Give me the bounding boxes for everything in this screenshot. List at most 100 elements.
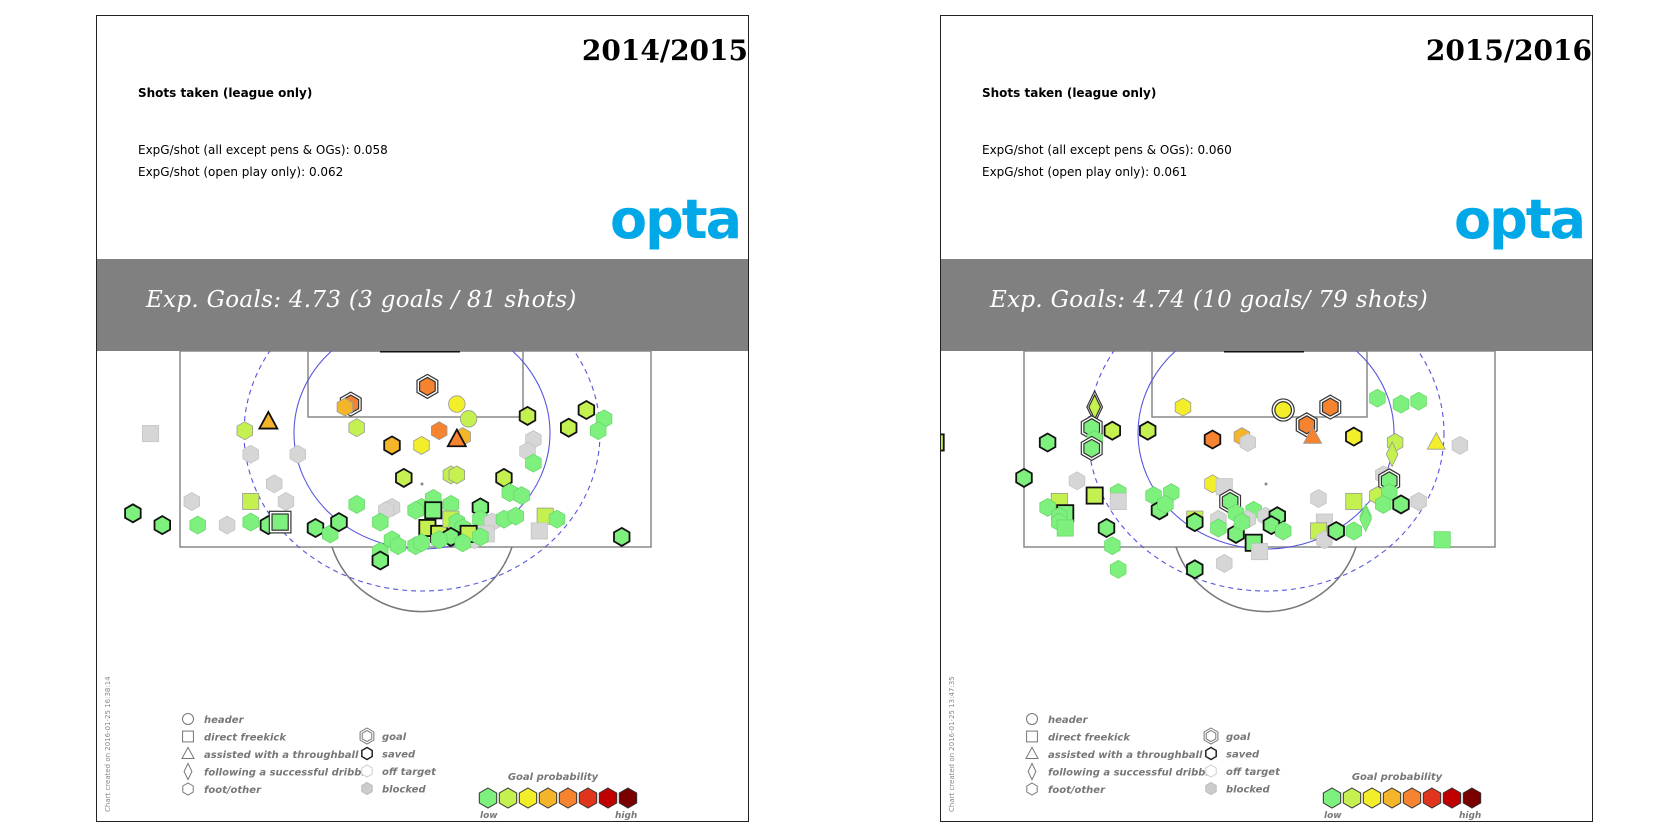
shot-point [1345,521,1363,541]
shot-marker [1109,559,1127,579]
shot-point [525,453,542,473]
shot-marker [941,433,945,452]
shot-point [1392,494,1410,515]
legend-outcome-label: off target [1226,767,1281,778]
scale-high-label: high [1459,811,1481,821]
shot-point [430,421,448,441]
expected-goals-banner: Exp. Goals: 4.74 (10 goals/ 79 shots) [941,259,1592,351]
shot-marker [383,435,401,456]
shot-point [1426,431,1446,450]
legend-outcome-marker [1205,746,1217,761]
shot-marker [1345,426,1363,447]
chart-created-note: Chart created on 2016-01-25 13:47:35 [948,676,956,812]
shot-point [1410,391,1427,411]
legend-type-marker [1026,782,1038,796]
shot-map: header direct freekick assisted with a thr… [124,351,652,821]
shot-point [1327,520,1345,542]
shot-point [1392,394,1410,414]
shot-point [416,373,439,400]
shot-point [189,515,206,535]
shot-point [1080,435,1103,462]
penalty-spot [1264,482,1268,486]
season-title: 2015/2016 [1425,34,1592,67]
shot-point [183,492,200,511]
shot-point [530,522,548,540]
shot-marker [1410,492,1427,511]
shot-marker [430,421,448,441]
legend: header direct freekick assisted with a thr… [181,712,637,821]
shot-point [348,418,365,438]
opta-logo: opta [1454,194,1584,251]
shot-marker [1369,388,1386,408]
shot-point [236,421,254,441]
shot-marker [559,417,578,438]
shot-marker [448,395,466,413]
subtitle: Shots taken (league only) [138,86,313,100]
svg-text:opta: opta [610,194,740,251]
shot-point [1157,494,1174,514]
shot-marker [277,492,295,511]
opta-logo: opta [610,194,740,251]
shot-marker [577,399,596,421]
shot-point [430,530,448,550]
legend-outcome-marker [1205,764,1217,778]
shot-marker [1157,494,1174,514]
shot-point [1085,486,1104,505]
shot-point [1359,506,1372,533]
penalty-arc [331,546,513,613]
expg-open-play-stat: ExpG/shot (open play only): 0.061 [982,165,1188,179]
shot-marker [1015,467,1033,488]
shot-point [1369,388,1386,408]
shot-marker [446,427,468,448]
shot-point [559,417,578,438]
legend-outcome-marker [1205,729,1217,743]
shot-marker [236,421,254,441]
shot-point [1251,543,1269,561]
legend-outcome-label: off target [382,767,437,778]
probability-swatch [1362,787,1382,809]
shot-marker [142,425,160,443]
legend-outcome-label: saved [382,750,416,761]
shot-marker [330,512,348,533]
shot-point [454,533,471,553]
shot-marker [257,410,279,430]
legend-type-marker [1025,746,1039,759]
shot-point [1103,420,1122,441]
legend-type-label: direct freekick [204,733,287,744]
shot-point [577,399,596,421]
goal-probability-title: Goal probability [1352,772,1443,783]
shot-marker [289,444,307,464]
outer-zone-ellipse [1087,351,1445,592]
legend-type-label: assisted with a throughball [204,750,359,761]
shot-marker [371,550,390,571]
six-yard-box [1151,351,1368,418]
shot-marker [1186,512,1204,533]
goal-probability-title: Goal probability [508,772,599,783]
shot-marker [1109,492,1127,510]
shot-point [413,533,430,553]
shot-point [1345,426,1363,447]
shot-marker [454,533,471,553]
pitch-lines [179,351,652,613]
expected-goals-text: Exp. Goals: 4.73 (3 goals / 81 shots) [146,287,577,313]
legend-outcome-label: goal [1226,732,1251,743]
legend-type-label: header [204,715,245,726]
shot-marker [530,522,548,540]
chart-created-note: Chart created on 2016-01-25 16:38:14 [104,676,112,812]
shot-marker [265,474,283,494]
shot-marker [1239,433,1257,452]
shot-point [1239,433,1257,452]
shot-point [1068,471,1086,491]
legend-outcome-label: blocked [1226,785,1270,796]
shot-point [1138,420,1157,441]
shot-marker [513,486,530,506]
shot-point [348,494,365,514]
shot-marker [1138,420,1157,441]
scale-low-label: low [480,811,498,821]
shot-marker [1321,397,1339,417]
shot-marker [1097,517,1116,539]
shot-marker [1451,435,1469,455]
shot-marker [1327,520,1345,542]
shot-point [448,465,466,485]
shot-map: header direct freekick assisted with a thr… [941,351,1496,821]
